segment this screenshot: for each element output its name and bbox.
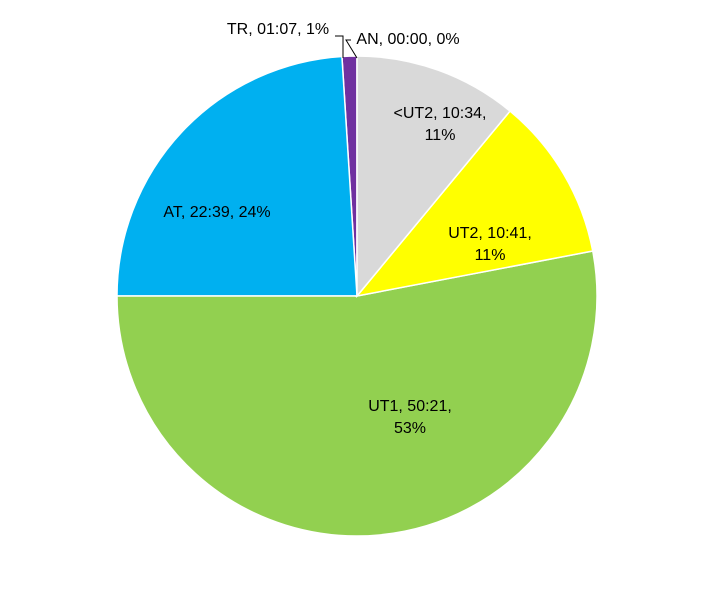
pie-slice [355, 110, 594, 298]
data-label: <UT2, 10:34, 11% [393, 105, 487, 144]
data-label: AT, 22:39, 24% [163, 204, 271, 221]
data-label: AN, 00:00, 0% [356, 31, 460, 48]
pie-slice [356, 55, 512, 299]
data-label: UT2, 10:41, 11% [448, 225, 532, 264]
leader-line [345, 39, 358, 59]
pie-slice [116, 250, 598, 537]
data-label: TR, 01:07, 1% [226, 21, 330, 38]
pie-slice [116, 55, 358, 297]
data-label: UT1, 50:21, 53% [368, 398, 452, 437]
leader-line [335, 35, 344, 58]
